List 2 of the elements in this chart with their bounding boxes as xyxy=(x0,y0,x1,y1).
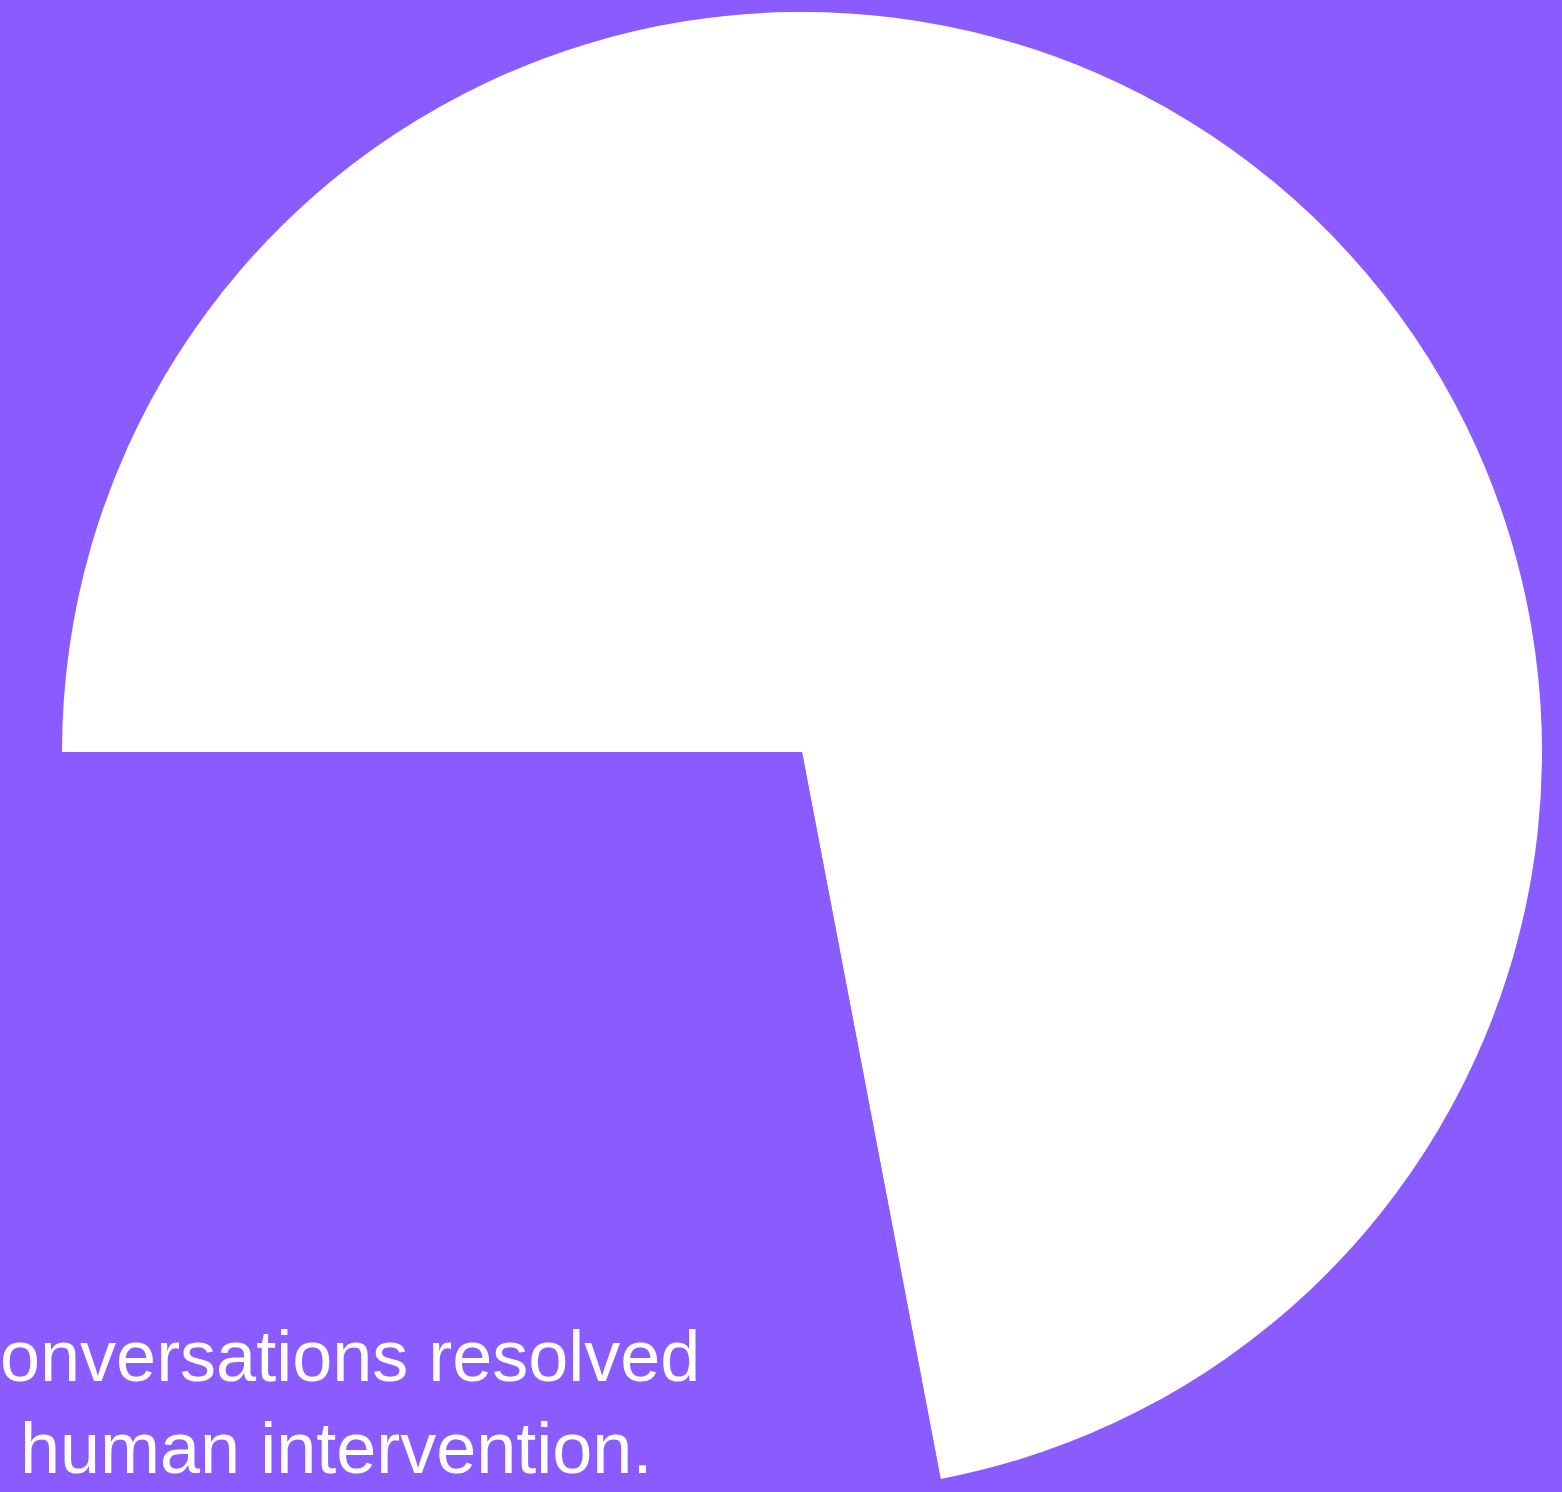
text: onversations resolved xyxy=(0,1315,701,1398)
text: human intervention. xyxy=(19,1407,654,1490)
